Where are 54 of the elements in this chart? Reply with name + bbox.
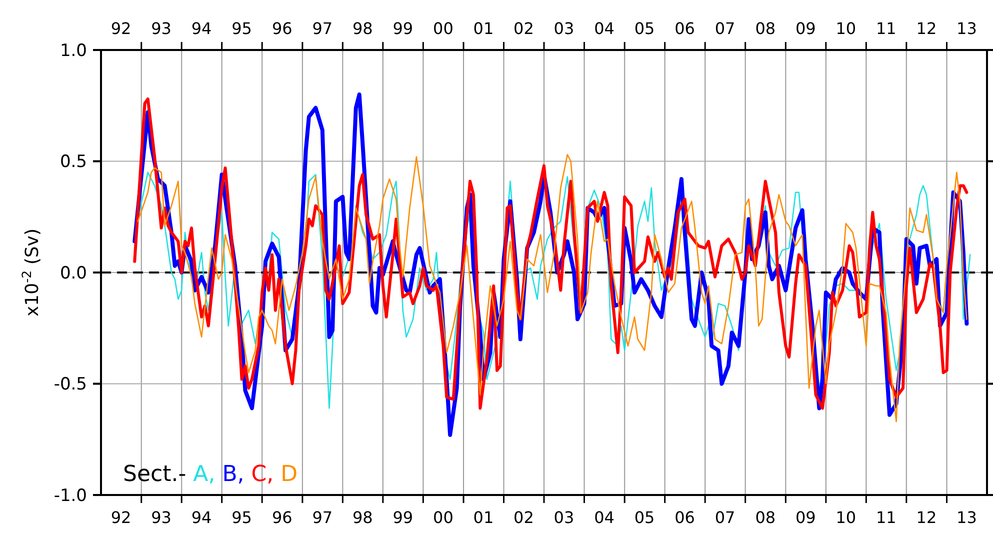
x-tick-label: 13 <box>956 19 977 38</box>
y-tick-label: 1.0 <box>60 40 87 61</box>
x-tick-label: 96 <box>272 19 292 38</box>
x-tick-label: 08 <box>755 19 776 38</box>
x-tick-label: 07 <box>714 19 736 38</box>
x2-tick-label: 98 <box>352 508 373 527</box>
x-tick-label: 92 <box>110 19 132 38</box>
x2-tick-label: 05 <box>634 508 655 527</box>
x-tick-label: 11 <box>876 19 896 38</box>
x2-tick-label: 95 <box>232 508 252 527</box>
x2-tick-label: 08 <box>755 508 776 527</box>
x-tick-label: 01 <box>473 19 494 38</box>
text: C, <box>251 462 274 487</box>
text: B, <box>222 462 244 487</box>
x2-tick-label: 13 <box>956 508 977 527</box>
x2-tick-label: 96 <box>272 508 292 527</box>
x2-tick-label: 99 <box>392 508 414 527</box>
x-tick-label: 99 <box>392 19 414 38</box>
x-tick-label: 03 <box>554 19 574 38</box>
x-tick-label: 95 <box>232 19 252 38</box>
x-tick-label: 97 <box>312 19 333 38</box>
x2-tick-label: 11 <box>876 508 896 527</box>
x2-tick-label: 93 <box>151 508 172 527</box>
x-tick-label: 94 <box>191 19 212 38</box>
x2-tick-label: 00 <box>433 508 454 527</box>
x2-tick-label: 07 <box>714 508 736 527</box>
x-tick-label: 98 <box>352 19 373 38</box>
x-tick-label: 00 <box>433 19 454 38</box>
x-tick-label: 04 <box>594 19 614 38</box>
x2-tick-label: 12 <box>916 508 937 527</box>
x2-tick-label: 03 <box>554 508 574 527</box>
y-tick-label: -0.5 <box>54 374 87 395</box>
y-tick-label: 0.0 <box>60 263 87 284</box>
text: A, <box>193 462 216 487</box>
x-tick-label: 93 <box>151 19 172 38</box>
x2-tick-label: 01 <box>473 508 494 527</box>
x-tick-label: 02 <box>514 19 534 38</box>
x2-tick-label: 09 <box>795 508 816 527</box>
legend-title: Sect.- <box>123 462 194 487</box>
x-tick-label: 05 <box>634 19 655 38</box>
x2-tick-label: 92 <box>110 508 132 527</box>
x2-tick-label: 02 <box>514 508 534 527</box>
x2-tick-label: 06 <box>674 508 695 527</box>
y-tick-label: -1.0 <box>54 486 87 506</box>
x-tick-label: 06 <box>674 19 695 38</box>
x2-tick-label: 10 <box>836 508 856 527</box>
text: D <box>280 462 298 487</box>
y-tick-label: 0.5 <box>60 152 87 172</box>
x-tick-label: 09 <box>795 19 816 38</box>
x2-tick-label: 97 <box>312 508 333 527</box>
x2-tick-label: 04 <box>594 508 614 527</box>
x-tick-label: 12 <box>916 19 937 38</box>
x-tick-label: 10 <box>836 19 856 38</box>
x2-tick-label: 94 <box>191 508 212 527</box>
